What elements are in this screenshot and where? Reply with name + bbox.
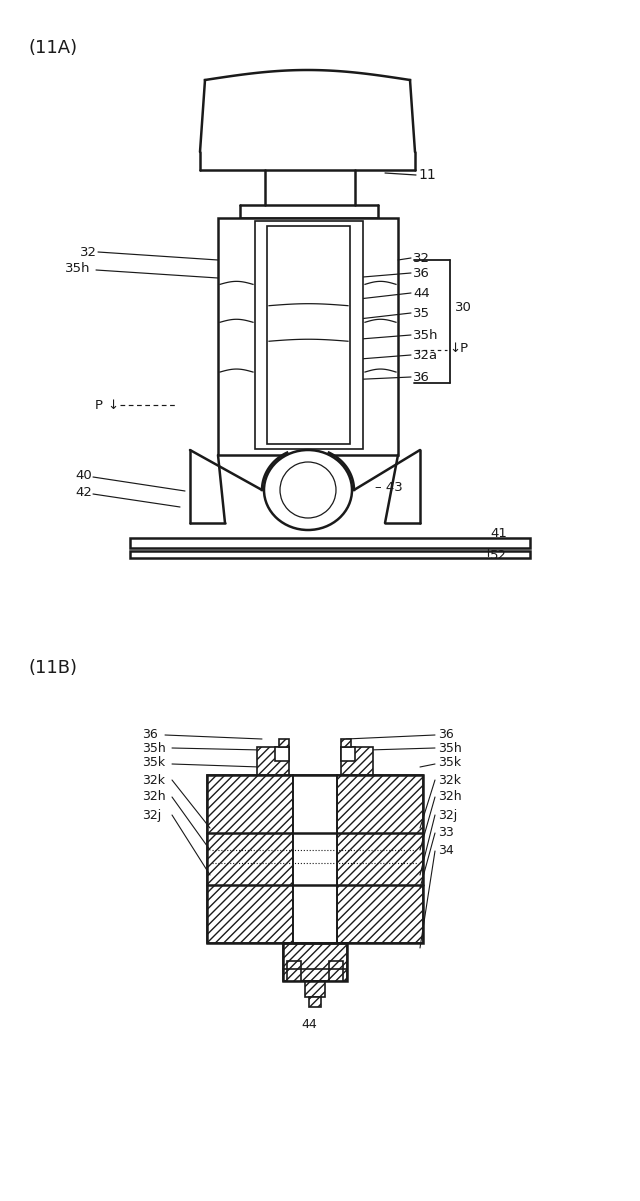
Text: 40: 40: [75, 468, 92, 482]
Text: 32h: 32h: [438, 790, 461, 803]
Text: 52: 52: [490, 549, 507, 562]
Text: 36: 36: [413, 267, 430, 280]
Bar: [341, 747, 373, 775]
Text: 34: 34: [438, 844, 454, 858]
Bar: [207, 775, 423, 943]
Text: 35h: 35h: [65, 262, 90, 275]
Bar: [275, 747, 289, 761]
Bar: [309, 997, 321, 1006]
Text: 32j: 32j: [142, 808, 161, 821]
Text: 32a: 32a: [413, 348, 438, 362]
Ellipse shape: [264, 450, 352, 530]
Text: (11A): (11A): [28, 38, 77, 56]
Bar: [293, 775, 337, 943]
Text: 44: 44: [413, 287, 429, 299]
Text: 35k: 35k: [438, 757, 461, 770]
Text: 35h: 35h: [413, 329, 438, 341]
Text: 32k: 32k: [438, 773, 461, 787]
Text: 36: 36: [142, 728, 157, 741]
Text: 33: 33: [438, 826, 454, 839]
Text: 32: 32: [80, 245, 97, 258]
Bar: [130, 538, 530, 548]
Text: 30: 30: [455, 300, 472, 313]
Text: 32k: 32k: [142, 773, 165, 787]
Text: (11B): (11B): [28, 659, 77, 677]
Bar: [130, 551, 530, 558]
Bar: [279, 739, 289, 747]
Bar: [305, 981, 325, 997]
Text: 42: 42: [75, 485, 92, 498]
Text: 36: 36: [413, 370, 430, 383]
Text: 11: 11: [418, 168, 436, 183]
Text: 35h: 35h: [438, 742, 461, 755]
Text: 32: 32: [413, 251, 430, 264]
Bar: [341, 739, 351, 747]
Text: 35k: 35k: [142, 757, 165, 770]
Bar: [283, 943, 347, 981]
Text: 35: 35: [413, 306, 430, 319]
Bar: [341, 747, 355, 761]
Bar: [257, 747, 289, 775]
Bar: [267, 226, 350, 444]
Bar: [287, 961, 301, 981]
Bar: [255, 221, 363, 449]
Bar: [329, 961, 343, 981]
Text: 32h: 32h: [142, 790, 166, 803]
Bar: [207, 775, 293, 943]
Text: 41: 41: [490, 526, 507, 539]
Text: – 43: – 43: [375, 480, 403, 494]
Text: 36: 36: [438, 728, 454, 741]
Bar: [337, 775, 423, 943]
Text: 44: 44: [301, 1018, 317, 1032]
Bar: [283, 943, 347, 981]
Bar: [218, 219, 398, 455]
Text: 35h: 35h: [142, 742, 166, 755]
Text: ↓P: ↓P: [449, 341, 468, 354]
Text: P: P: [95, 399, 103, 412]
Text: 32j: 32j: [438, 808, 457, 821]
Text: ↓: ↓: [107, 399, 118, 412]
